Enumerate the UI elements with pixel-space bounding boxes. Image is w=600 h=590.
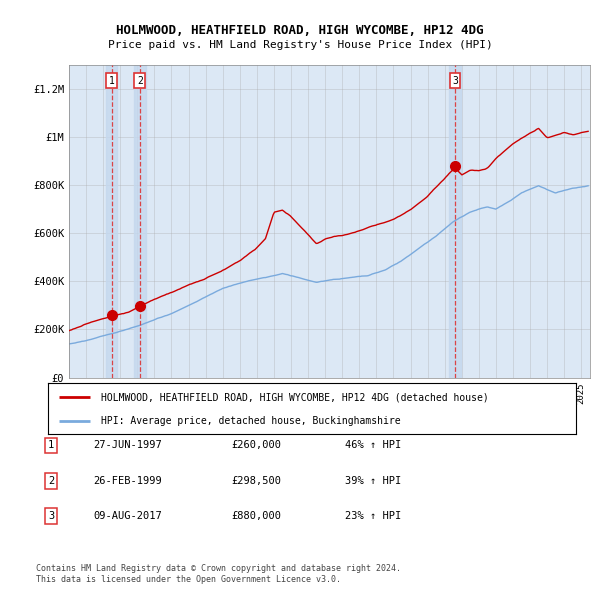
Bar (106, 65, 118, 378)
Text: 3: 3 (452, 76, 458, 86)
Text: 09-AUG-2017: 09-AUG-2017 (93, 512, 162, 521)
Text: £298,500: £298,500 (231, 476, 281, 486)
Text: 39% ↑ HPI: 39% ↑ HPI (345, 476, 401, 486)
Text: 46% ↑ HPI: 46% ↑ HPI (345, 441, 401, 450)
Bar (449, 65, 461, 378)
Text: £260,000: £260,000 (231, 441, 281, 450)
Text: HOLMWOOD, HEATHFIELD ROAD, HIGH WYCOMBE, HP12 4DG (detached house): HOLMWOOD, HEATHFIELD ROAD, HIGH WYCOMBE,… (101, 392, 488, 402)
Text: £880,000: £880,000 (231, 512, 281, 521)
Text: This data is licensed under the Open Government Licence v3.0.: This data is licensed under the Open Gov… (36, 575, 341, 584)
Text: HPI: Average price, detached house, Buckinghamshire: HPI: Average price, detached house, Buck… (101, 416, 400, 426)
Text: 1: 1 (48, 441, 54, 450)
Text: HOLMWOOD, HEATHFIELD ROAD, HIGH WYCOMBE, HP12 4DG: HOLMWOOD, HEATHFIELD ROAD, HIGH WYCOMBE,… (116, 24, 484, 37)
Text: 2: 2 (48, 476, 54, 486)
Text: 3: 3 (48, 512, 54, 521)
Text: 1: 1 (109, 76, 115, 86)
Text: 26-FEB-1999: 26-FEB-1999 (93, 476, 162, 486)
Text: 27-JUN-1997: 27-JUN-1997 (93, 441, 162, 450)
Text: Contains HM Land Registry data © Crown copyright and database right 2024.: Contains HM Land Registry data © Crown c… (36, 565, 401, 573)
Bar (134, 65, 146, 378)
Text: 2: 2 (137, 76, 143, 86)
Text: Price paid vs. HM Land Registry's House Price Index (HPI): Price paid vs. HM Land Registry's House … (107, 40, 493, 50)
Text: 23% ↑ HPI: 23% ↑ HPI (345, 512, 401, 521)
